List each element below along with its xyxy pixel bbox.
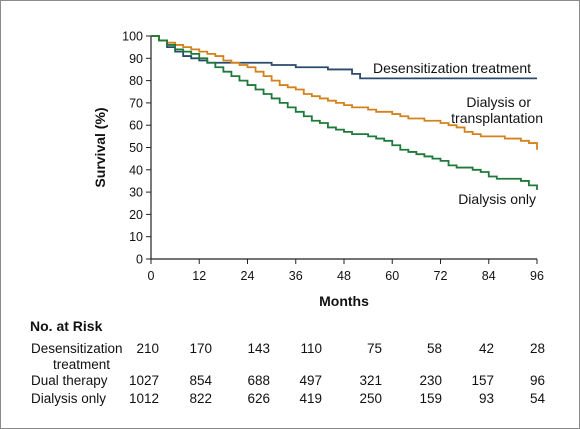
series-labels: Desensitization treatment Dialysis or tr…	[373, 60, 543, 207]
x-tick-label: 84	[482, 269, 496, 283]
risk-row-label-line: Dialysis only	[31, 391, 107, 406]
risk-row-label: Desensitization treatment	[31, 341, 123, 373]
y-tick-label: 40	[129, 163, 143, 177]
risk-cell: 626	[247, 391, 270, 406]
y-tick-label: 100	[122, 30, 143, 44]
x-tick-label: 72	[434, 269, 448, 283]
risk-cell: 822	[189, 391, 212, 406]
series-label-desensitization: Desensitization treatment	[373, 60, 531, 76]
curve-dialysis-only	[151, 35, 538, 190]
x-axis-title: Months	[319, 293, 369, 309]
risk-cell: 497	[299, 373, 322, 388]
y-tick-label: 80	[129, 74, 143, 88]
series-label-dual-line1: Dialysis or	[466, 94, 531, 110]
risk-cell: 14	[544, 341, 579, 357]
risk-cell: 96	[529, 373, 545, 388]
risk-cell: 28	[529, 341, 545, 356]
risk-cell: 419	[299, 391, 322, 406]
y-tick-label: 70	[129, 96, 143, 110]
x-tick-label: 24	[241, 269, 255, 283]
y-tick-label: 20	[129, 208, 143, 222]
risk-cell: 1027	[128, 373, 159, 388]
risk-cell: 170	[189, 341, 212, 356]
risk-cell: 41	[544, 373, 579, 389]
risk-row-label: Dual therapy	[31, 373, 108, 389]
x-tick-label: 60	[385, 269, 399, 283]
risk-cell: 688	[247, 373, 270, 388]
axes: 0 10 20 30 40 50 60 70 80 90 100 0 12 24 36 48 60 72 84 96 M…	[92, 30, 544, 310]
risk-table-title: No. at Risk	[30, 318, 103, 334]
risk-cell: 17	[544, 391, 579, 407]
y-tick-label: 0	[136, 253, 143, 267]
risk-cell: 58	[426, 341, 442, 356]
risk-cell: 250	[359, 391, 382, 406]
risk-cell: 42	[478, 341, 494, 356]
risk-cell: 159	[419, 391, 442, 406]
risk-row: Dual therapy 1027 854 688 497 321 230 157 9641	[1, 373, 579, 391]
curve-dialysis-or-transplantation	[151, 35, 538, 150]
y-tick-label: 50	[129, 141, 143, 155]
risk-row: Desensitization treatment 210 170 143 110 75 58…	[1, 341, 579, 372]
x-tick-label: 96	[530, 269, 544, 283]
x-tick-label: 0	[148, 269, 155, 283]
x-tick-label: 12	[192, 269, 206, 283]
risk-cell: 230	[419, 373, 442, 388]
series-label-dialysis: Dialysis only	[458, 191, 536, 207]
risk-cell: 75	[366, 341, 382, 356]
risk-row-label-line: Dual therapy	[31, 373, 108, 388]
risk-row-label: Dialysis only	[31, 391, 106, 407]
y-axis-title: Survival (%)	[92, 107, 108, 187]
y-tick-label: 60	[129, 119, 143, 133]
risk-cell: 321	[359, 373, 382, 388]
x-tick-label: 48	[337, 269, 351, 283]
risk-cell: 1012	[128, 391, 159, 406]
risk-row-label-line: Desensitization	[31, 341, 123, 356]
survival-chart: 0 10 20 30 40 50 60 70 80 90 100 0 12 24 36 48 60 72 84 96 M…	[92, 30, 544, 310]
y-tick-label: 30	[129, 186, 143, 200]
series-label-dual-line2: transplantation	[451, 110, 543, 126]
risk-cell: 210	[136, 341, 159, 356]
risk-cell: 157	[471, 373, 494, 388]
survival-curves	[151, 35, 538, 190]
risk-row: Dialysis only 1012 822 626 419 250 159 93 5417	[1, 391, 579, 409]
y-tick-label: 90	[129, 52, 143, 66]
risk-cell: 93	[478, 391, 494, 406]
risk-cell: 143	[247, 341, 270, 356]
risk-cell: 54	[529, 391, 545, 406]
x-tick-label: 36	[289, 269, 303, 283]
risk-row-label-line: treatment	[53, 357, 111, 372]
risk-cell: 110	[300, 341, 322, 356]
risk-cell: 854	[189, 373, 212, 388]
y-tick-label: 10	[129, 230, 143, 244]
